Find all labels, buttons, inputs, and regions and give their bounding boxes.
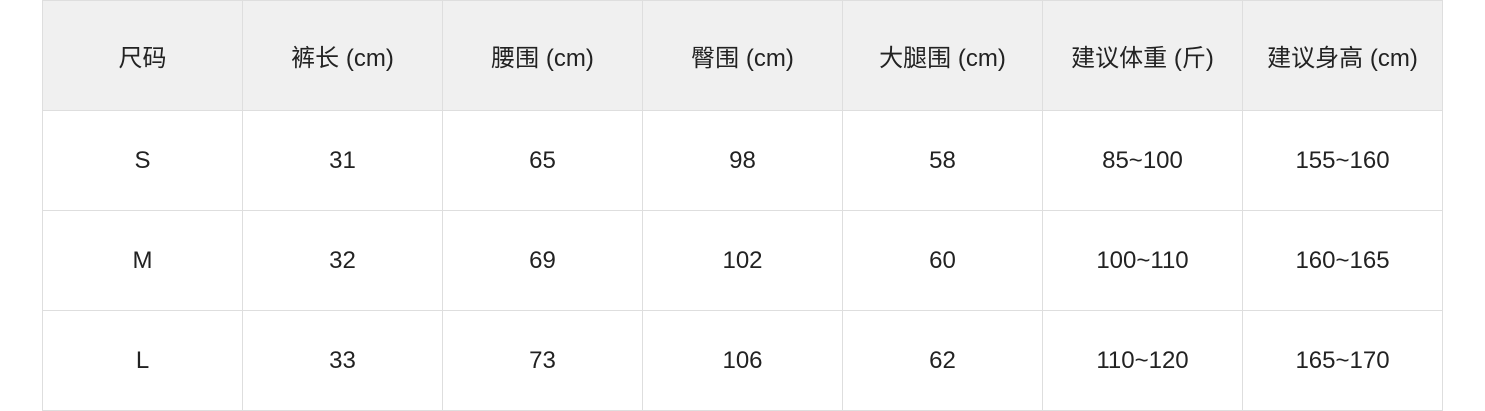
header-cell: 腰围 (cm) [442, 0, 643, 111]
header-cell: 建议身高 (cm) [1242, 0, 1443, 111]
table-cell: 106 [642, 310, 843, 411]
table-body: S 31 65 98 58 85~100 155~160 M 32 69 102 60 100~110 1… [42, 110, 1443, 411]
table-cell: 60 [842, 210, 1043, 311]
table-cell: 110~120 [1042, 310, 1243, 411]
table-cell: 62 [842, 310, 1043, 411]
header-cell: 裤长 (cm) [242, 0, 443, 111]
table-cell: S [42, 110, 243, 211]
table-cell: 65 [442, 110, 643, 211]
table-cell: 100~110 [1042, 210, 1243, 311]
table-cell: L [42, 310, 243, 411]
table-cell: 85~100 [1042, 110, 1243, 211]
header-cell: 臀围 (cm) [642, 0, 843, 111]
table-cell: 155~160 [1242, 110, 1443, 211]
table-row: S 31 65 98 58 85~100 155~160 [42, 110, 1443, 211]
table-cell: 58 [842, 110, 1043, 211]
size-table: 尺码 裤长 (cm) 腰围 (cm) 臀围 (cm) 大腿围 (cm) 建议体重 (斤) 建… [42, 0, 1443, 411]
table-cell: 98 [642, 110, 843, 211]
table-row: M 32 69 102 60 100~110 160~165 [42, 210, 1443, 311]
header-cell: 尺码 [42, 0, 243, 111]
table-cell: 165~170 [1242, 310, 1443, 411]
header-cell: 建议体重 (斤) [1042, 0, 1243, 111]
table-cell: M [42, 210, 243, 311]
table-cell: 160~165 [1242, 210, 1443, 311]
table-cell: 102 [642, 210, 843, 311]
table-cell: 73 [442, 310, 643, 411]
header-row: 尺码 裤长 (cm) 腰围 (cm) 臀围 (cm) 大腿围 (cm) 建议体重 (斤) 建… [42, 0, 1443, 111]
table-cell: 33 [242, 310, 443, 411]
table-cell: 69 [442, 210, 643, 311]
table-cell: 32 [242, 210, 443, 311]
table-cell: 31 [242, 110, 443, 211]
header-cell: 大腿围 (cm) [842, 0, 1043, 111]
table-row: L 33 73 106 62 110~120 165~170 [42, 310, 1443, 411]
